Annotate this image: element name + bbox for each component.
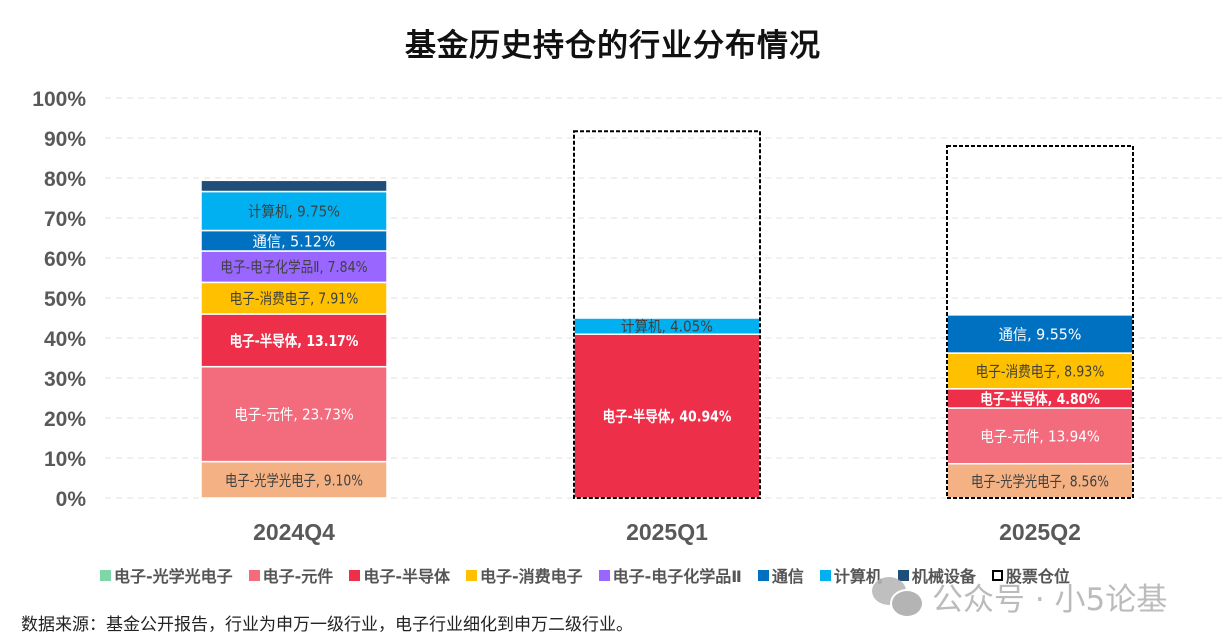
y-tick-label: 20% bbox=[44, 408, 86, 431]
data-label: 电子-光学光电子, 9.10% bbox=[225, 471, 363, 489]
legend-item: 通信 bbox=[757, 563, 804, 587]
chart-title: 基金历史持仓的行业分布情况 bbox=[405, 28, 821, 64]
y-tick-label: 40% bbox=[44, 328, 86, 351]
bar-segment bbox=[573, 333, 761, 499]
data-label: 通信, 5.12% bbox=[253, 232, 336, 250]
legend-item: 电子-电子化学品Ⅱ bbox=[598, 563, 742, 587]
legend-label: 电子-元件 bbox=[262, 567, 334, 586]
legend-swatch bbox=[349, 569, 361, 581]
legend-swatch bbox=[248, 569, 260, 581]
legend-item: 电子-元件 bbox=[248, 563, 334, 587]
legend-swatch bbox=[598, 569, 610, 581]
watermark-text: 公众号 · 小5论基 bbox=[932, 582, 1168, 618]
y-tick-label: 70% bbox=[44, 208, 86, 231]
wechat-icon bbox=[872, 576, 924, 618]
y-tick-label: 80% bbox=[44, 168, 86, 191]
legend-label: 电子-半导体 bbox=[363, 567, 450, 586]
bar-segment bbox=[946, 314, 1134, 354]
data-label: 计算机, 4.05% bbox=[621, 318, 713, 336]
bars: 电子-光学光电子, 9.10% 电子-元件, 23.73% 电子-半导体, 13.1… bbox=[200, 130, 1134, 499]
data-label: 电子-消费电子, 7.91% bbox=[230, 290, 359, 308]
legend-label: 股票仓位 bbox=[1005, 567, 1070, 586]
legend-swatch bbox=[100, 569, 111, 581]
data-label: 电子-半导体, 40.94% bbox=[603, 408, 732, 426]
legend-swatch bbox=[897, 569, 909, 581]
y-tick-label: 10% bbox=[44, 448, 86, 471]
y-tick-label: 30% bbox=[44, 368, 86, 391]
legend-item: 机械设备 bbox=[897, 563, 976, 587]
y-tick-label: 100% bbox=[32, 88, 86, 111]
legend-label: 电子-消费电子 bbox=[479, 567, 583, 586]
bar-segment bbox=[200, 460, 388, 499]
legend-swatch bbox=[465, 569, 477, 581]
legend-label: 计算机 bbox=[833, 567, 882, 586]
legend-label: 电子-光学光电子 bbox=[114, 567, 233, 586]
data-label: 电子-电子化学品Ⅱ, 7.84% bbox=[220, 258, 367, 276]
legend-item: 股票仓位 bbox=[991, 563, 1070, 587]
legend-swatch bbox=[819, 569, 831, 581]
legend-label: 电子-电子化学品Ⅱ bbox=[612, 567, 742, 586]
x-tick-label: 2025Q2 bbox=[999, 519, 1081, 545]
legend-swatch bbox=[991, 569, 1003, 581]
y-tick-label: 60% bbox=[44, 248, 86, 271]
stock-position-outline bbox=[946, 145, 1134, 499]
data-label: 电子-光学光电子, 8.56% bbox=[971, 472, 1109, 490]
x-tick-label: 2025Q1 bbox=[626, 519, 708, 545]
bar-segment bbox=[200, 179, 388, 193]
data-label: 电子-半导体, 4.80% bbox=[980, 390, 1100, 408]
legend-item: 电子-半导体 bbox=[349, 563, 450, 587]
y-tick-label: 90% bbox=[44, 128, 86, 151]
stock-position-outline bbox=[573, 130, 761, 499]
data-label: 通信, 9.55% bbox=[999, 325, 1082, 343]
bar-segment bbox=[200, 313, 388, 368]
data-label: 电子-元件, 13.94% bbox=[980, 427, 1100, 445]
legend-label: 机械设备 bbox=[911, 567, 976, 586]
bar-segment bbox=[946, 407, 1134, 465]
data-label: 电子-消费电子, 8.93% bbox=[976, 362, 1105, 380]
watermark: 公众号 · 小5论基 bbox=[872, 574, 1167, 619]
x-tick-label: 2024Q4 bbox=[253, 519, 335, 545]
legend-swatch bbox=[757, 569, 769, 581]
legend: 电子-光学光电子 电子-元件 电子-半导体 电子-消费电子 电子-电子化学品Ⅱ 通信 计算机… bbox=[100, 563, 1200, 587]
data-label: 计算机, 9.75% bbox=[248, 203, 340, 221]
bar-segment bbox=[200, 190, 388, 232]
legend-item: 计算机 bbox=[819, 563, 882, 587]
y-axis-ticks: 0% 10% 20% 30% 40% 50% 60% 70% 80% 90% 100% bbox=[32, 88, 86, 511]
x-axis-ticks: 2024Q4 2025Q1 2025Q2 bbox=[253, 519, 1081, 545]
bar-segment bbox=[200, 281, 388, 315]
legend-label: 通信 bbox=[771, 567, 804, 586]
legend-item: 电子-消费电子 bbox=[465, 563, 583, 587]
data-label: 电子-元件, 23.73% bbox=[234, 406, 354, 424]
stacked-bar-chart: 0% 10% 20% 30% 40% 50% 60% 70% 80% 90% 100% 电子-光学光… bbox=[32, 88, 1226, 545]
data-source-note: 数据来源：基金公开报告，行业为申万一级行业，电子行业细化到申万二级行业。 bbox=[21, 615, 633, 635]
y-tick-label: 50% bbox=[44, 288, 86, 311]
bar-segment bbox=[946, 352, 1134, 390]
data-label: 电子-半导体, 13.17% bbox=[230, 332, 359, 350]
y-tick-label: 0% bbox=[56, 488, 87, 511]
legend-item: 电子-光学光电子 bbox=[100, 563, 233, 587]
